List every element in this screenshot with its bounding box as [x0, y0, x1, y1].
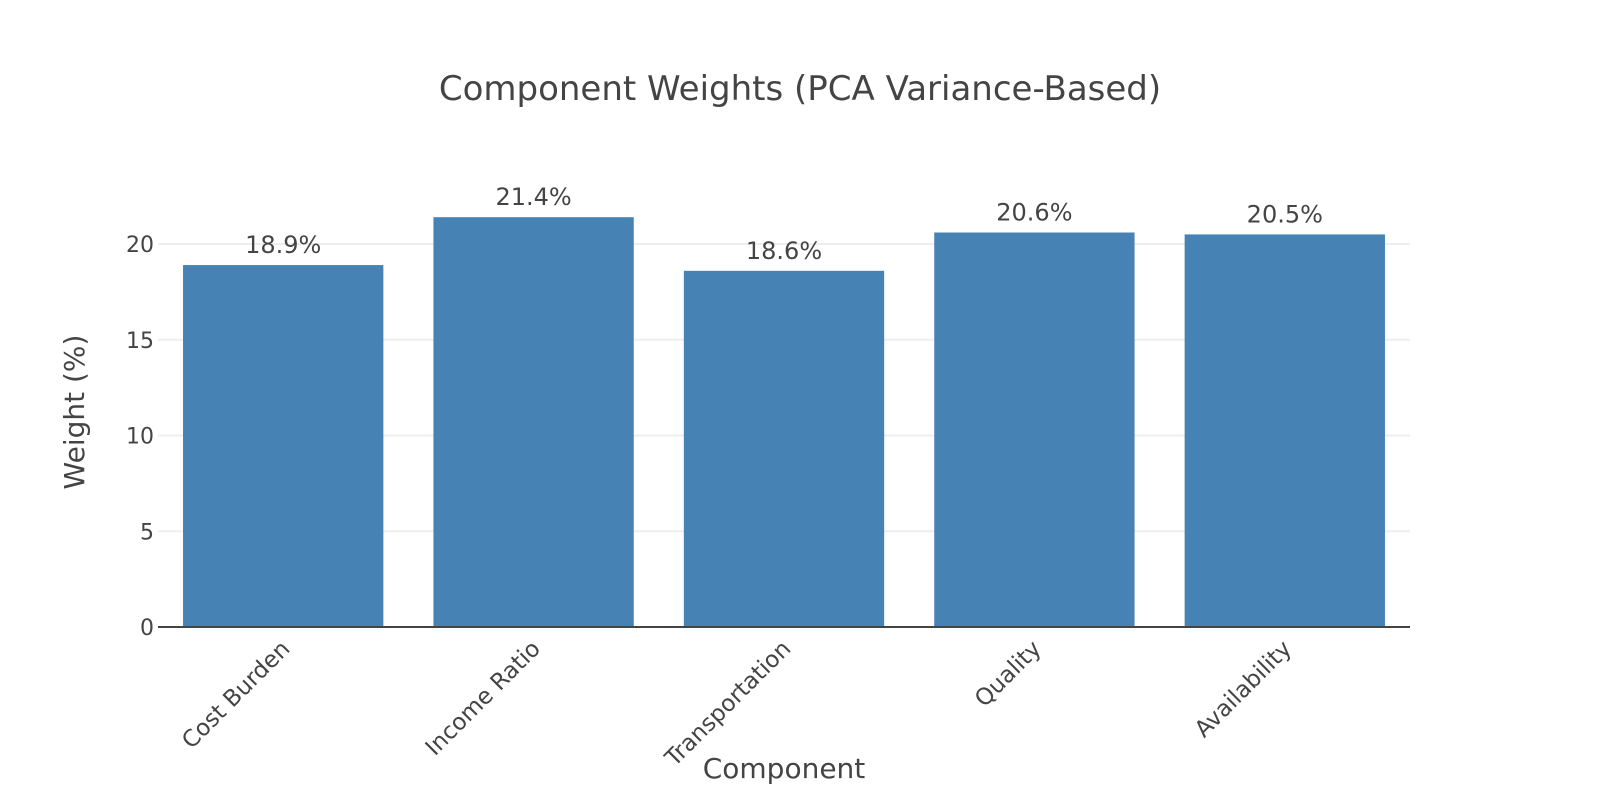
x-tick-label: Quality [970, 636, 1047, 713]
y-tick-labels: 0 5 10 15 20 [126, 233, 154, 641]
chart-title: Component Weights (PCA Variance-Based) [439, 69, 1161, 109]
y-tick-label: 0 [140, 616, 154, 641]
bar [183, 265, 384, 627]
x-axis-title: Component [703, 752, 866, 785]
x-tick-label: Availability [1190, 636, 1297, 743]
bar-data-label: 18.9% [245, 231, 321, 259]
y-axis-title: Weight (%) [58, 335, 91, 490]
bar-data-label: 18.6% [746, 237, 822, 265]
bar-data-label: 20.6% [996, 199, 1072, 227]
bars [183, 217, 1385, 628]
bar-data-label: 20.5% [1247, 200, 1323, 228]
y-tick-label: 10 [126, 425, 154, 450]
bar-data-label: 21.4% [495, 183, 571, 211]
y-tick-label: 5 [140, 520, 154, 545]
bar [1184, 234, 1385, 628]
bar [934, 232, 1135, 627]
bar [433, 217, 634, 627]
y-tick-label: 15 [126, 329, 154, 354]
bar-data-labels: 18.9% 21.4% 18.6% 20.6% 20.5% [245, 183, 1323, 265]
x-tick-label: Income Ratio [421, 636, 546, 761]
y-tick-label: 20 [126, 233, 154, 258]
bar [683, 270, 885, 627]
x-tick-label: Cost Burden [177, 636, 295, 754]
